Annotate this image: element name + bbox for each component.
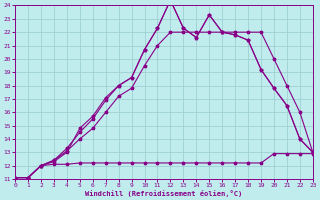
X-axis label: Windchill (Refroidissement éolien,°C): Windchill (Refroidissement éolien,°C) xyxy=(85,190,243,197)
